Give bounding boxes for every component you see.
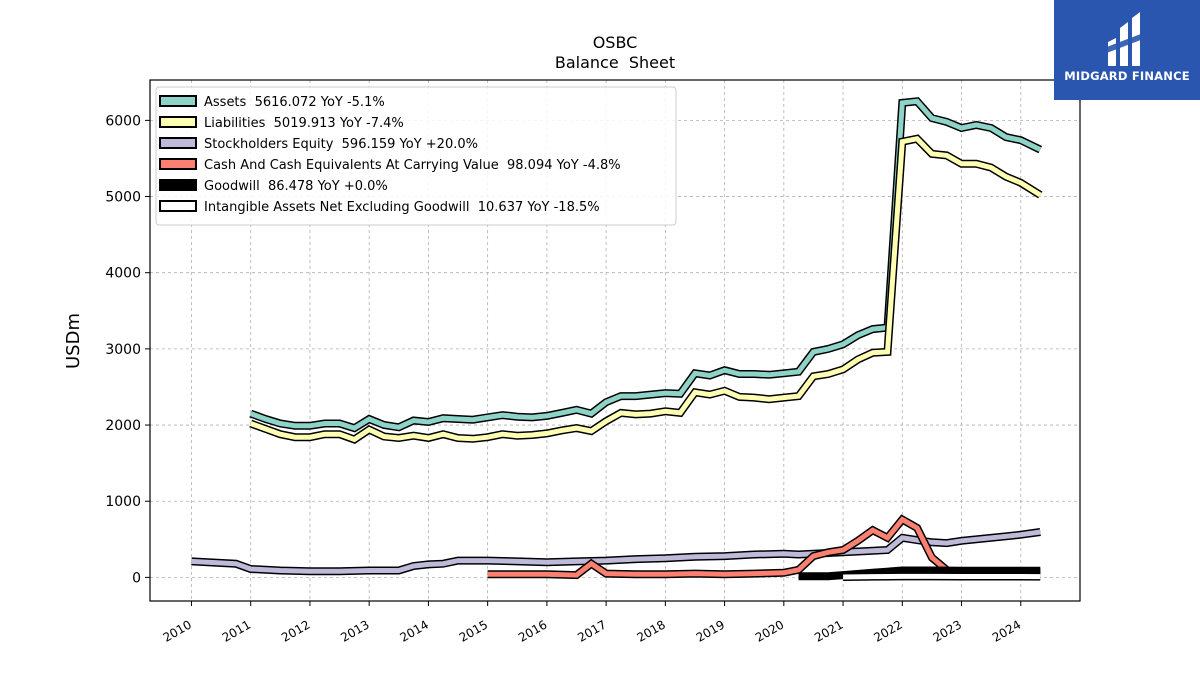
legend-label: Assets 5616.072 YoY -5.1% <box>204 95 385 110</box>
x-tick-label: 2022 <box>871 617 904 644</box>
series-lines <box>191 97 1043 581</box>
series-line-1 <box>249 135 1042 443</box>
y-tick-label: 2000 <box>105 418 141 434</box>
x-tick-label: 2017 <box>575 617 608 644</box>
chart-subtitle: Balance Sheet <box>555 53 675 72</box>
legend-swatch <box>159 200 197 212</box>
series-line-2 <box>191 529 1041 574</box>
y-tick-label: 1000 <box>105 494 141 510</box>
y-tick-label: 4000 <box>105 266 141 282</box>
x-tick-label: 2014 <box>398 617 431 644</box>
plot-frame <box>149 79 1081 602</box>
brand-logo: MIDGARD FINANCE <box>1054 0 1200 100</box>
x-tick-label: 2018 <box>634 617 667 644</box>
legend-label: Stockholders Equity 596.159 YoY +20.0% <box>204 137 478 152</box>
y-tick-label: 0 <box>132 570 141 586</box>
series-line-4 <box>798 568 1041 579</box>
y-tick-label: 3000 <box>105 342 141 358</box>
legend-swatch <box>159 116 197 128</box>
brand-mark-icon <box>1104 12 1146 66</box>
legend-label: Cash And Cash Equivalents At Carrying Va… <box>204 158 621 173</box>
y-axis-label: USDm <box>63 313 84 369</box>
legend: Assets 5616.072 YoY -5.1% Liabilities 501… <box>155 86 677 226</box>
legend-swatch <box>159 95 197 107</box>
legend-label: Liabilities 5019.913 YoY -7.4% <box>204 116 404 131</box>
legend-box <box>155 86 677 226</box>
x-tick-label: 2021 <box>812 617 845 644</box>
legend-swatch <box>159 158 197 170</box>
x-tick-label: 2016 <box>516 617 549 644</box>
series-line-5 <box>843 573 1041 580</box>
x-tick-label: 2019 <box>694 617 727 644</box>
legend-swatch <box>159 179 197 191</box>
x-tick-label: 2013 <box>338 617 371 644</box>
x-tick-label: 2024 <box>990 617 1023 644</box>
legend-swatch <box>159 137 197 149</box>
legend-label: Intangible Assets Net Excluding Goodwill… <box>204 200 600 215</box>
x-tick-label: 2012 <box>279 617 312 644</box>
y-tick-label: 5000 <box>105 190 141 206</box>
x-tick-label: 2015 <box>457 617 490 644</box>
x-tick-label: 2023 <box>931 617 964 644</box>
y-tick-label: 6000 <box>105 113 141 129</box>
x-tick-label: 2010 <box>161 617 194 644</box>
legend-label: Goodwill 86.478 YoY +0.0% <box>204 179 388 194</box>
chart-title: OSBC <box>593 33 638 52</box>
brand-name: MIDGARD FINANCE <box>1064 69 1190 83</box>
series-line-3 <box>487 516 949 578</box>
series-line-0 <box>249 98 1042 431</box>
x-tick-label: 2020 <box>753 617 786 644</box>
x-tick-label: 2011 <box>220 617 253 644</box>
